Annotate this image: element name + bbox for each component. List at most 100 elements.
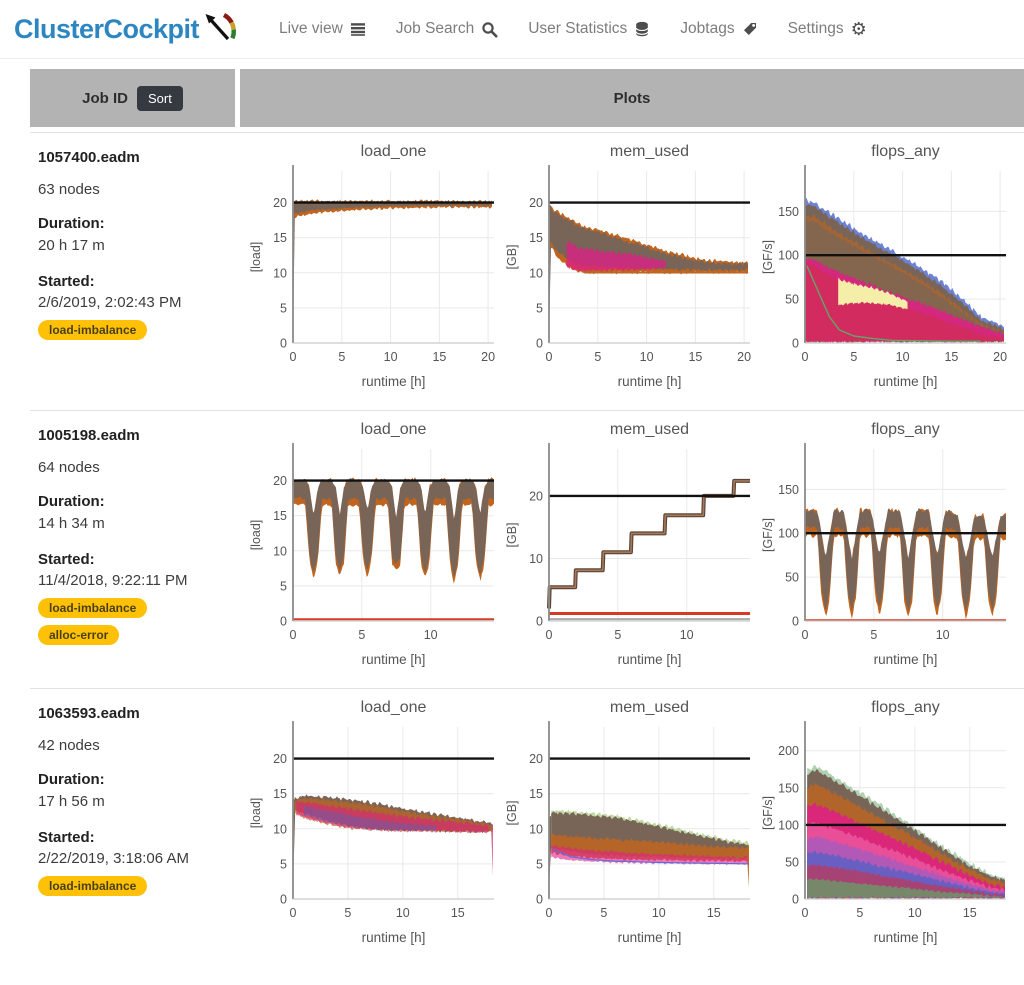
brand[interactable]: ClusterCockpit bbox=[14, 10, 239, 49]
svg-text:20: 20 bbox=[273, 752, 287, 766]
chart-mem-used[interactable]: mem_used 0 5 10 15 20 0 5 10 15 20 runtime [h] [GB] bbox=[505, 137, 757, 393]
chart-flops-any[interactable]: flops_any 0 5 10 0 50 100 150 runtime [h] [GF/s] bbox=[761, 415, 1013, 671]
job-id-header: Job ID Sort bbox=[30, 69, 235, 127]
svg-text:10: 10 bbox=[396, 906, 410, 920]
job-plots: load_one 0 5 10 15 20 0 5 10 15 20 runtime [h] [load… bbox=[249, 133, 1024, 410]
svg-text:0: 0 bbox=[546, 350, 553, 364]
nav-menu: Live view Job Search User Statistics bbox=[279, 20, 867, 38]
duration-label: Duration: bbox=[38, 771, 105, 788]
svg-text:[load]: [load] bbox=[249, 798, 263, 829]
svg-text:10: 10 bbox=[273, 822, 287, 836]
chart-mem-used[interactable]: mem_used 0 5 10 15 0 5 10 15 20 runtime [h] [GB] bbox=[505, 693, 757, 949]
svg-text:runtime [h]: runtime [h] bbox=[618, 374, 682, 389]
svg-text:[GF/s]: [GF/s] bbox=[761, 518, 775, 552]
nav-item-job-search[interactable]: Job Search bbox=[396, 20, 498, 38]
job-info: 1005198.eadm 64 nodes Duration: 14 h 34 … bbox=[30, 411, 249, 688]
svg-text:0: 0 bbox=[546, 628, 553, 642]
svg-text:10: 10 bbox=[273, 266, 287, 280]
table-header: Job ID Sort Plots bbox=[30, 69, 1024, 127]
job-row: 1057400.eadm 63 nodes Duration: 20 h 17 … bbox=[30, 132, 1024, 410]
svg-text:mem_used: mem_used bbox=[610, 421, 689, 438]
svg-text:10: 10 bbox=[424, 628, 438, 642]
svg-text:0: 0 bbox=[280, 615, 287, 629]
svg-text:10: 10 bbox=[529, 822, 543, 836]
nav-item-live-view[interactable]: Live view bbox=[279, 20, 366, 38]
svg-text:15: 15 bbox=[707, 906, 721, 920]
tag-icon bbox=[742, 21, 758, 37]
svg-text:15: 15 bbox=[688, 350, 702, 364]
svg-text:15: 15 bbox=[944, 350, 958, 364]
sort-button[interactable]: Sort bbox=[137, 85, 183, 111]
chart-mem-used[interactable]: mem_used 0 5 10 0 10 20 runtime [h] [GB] bbox=[505, 415, 757, 671]
chart-flops-any[interactable]: flops_any 0 5 10 15 0 50 100 150 200 runtime [h] [G… bbox=[761, 693, 1013, 949]
svg-text:100: 100 bbox=[778, 818, 799, 832]
job-plots: load_one 0 5 10 15 0 5 10 15 20 runtime [h] [load] … bbox=[249, 689, 1024, 966]
svg-text:runtime [h]: runtime [h] bbox=[362, 374, 426, 389]
nav-item-user-statistics[interactable]: User Statistics bbox=[528, 20, 650, 38]
svg-text:5: 5 bbox=[614, 628, 621, 642]
svg-text:0: 0 bbox=[280, 893, 287, 907]
job-tag-badge: load-imbalance bbox=[38, 598, 148, 618]
chart-load-one[interactable]: load_one 0 5 10 15 0 5 10 15 20 runtime [h] [load] bbox=[249, 693, 501, 949]
job-nodes: 42 nodes bbox=[38, 737, 100, 754]
svg-text:[GF/s]: [GF/s] bbox=[761, 240, 775, 274]
svg-text:[GB]: [GB] bbox=[505, 244, 519, 269]
chart-load-one[interactable]: load_one 0 5 10 15 20 0 5 10 15 20 runtime [h] [load… bbox=[249, 137, 501, 393]
job-row: 1005198.eadm 64 nodes Duration: 14 h 34 … bbox=[30, 410, 1024, 688]
svg-text:10: 10 bbox=[529, 266, 543, 280]
svg-text:10: 10 bbox=[680, 628, 694, 642]
svg-text:20: 20 bbox=[529, 752, 543, 766]
svg-text:15: 15 bbox=[273, 787, 287, 801]
svg-text:0: 0 bbox=[802, 628, 809, 642]
svg-text:flops_any: flops_any bbox=[871, 421, 940, 438]
started-value: 2/22/2019, 3:18:06 AM bbox=[38, 850, 189, 868]
svg-text:15: 15 bbox=[432, 350, 446, 364]
svg-text:15: 15 bbox=[963, 906, 977, 920]
svg-text:100: 100 bbox=[778, 527, 799, 541]
svg-text:15: 15 bbox=[451, 906, 465, 920]
svg-text:10: 10 bbox=[908, 906, 922, 920]
svg-text:runtime [h]: runtime [h] bbox=[618, 652, 682, 667]
nav-item-jobtags[interactable]: Jobtags bbox=[680, 20, 757, 38]
svg-text:0: 0 bbox=[792, 337, 799, 351]
job-info: 1057400.eadm 63 nodes Duration: 20 h 17 … bbox=[30, 133, 249, 410]
job-plots: load_one 0 5 10 0 5 10 15 20 runtime [h] [load] me… bbox=[249, 411, 1024, 688]
nav-label: User Statistics bbox=[528, 20, 628, 37]
svg-text:100: 100 bbox=[778, 249, 799, 263]
svg-text:runtime [h]: runtime [h] bbox=[874, 374, 938, 389]
svg-text:5: 5 bbox=[344, 906, 351, 920]
nav-item-settings[interactable]: Settings ⚙ bbox=[788, 20, 867, 38]
svg-text:runtime [h]: runtime [h] bbox=[618, 930, 682, 945]
job-tags: load-imbalance alloc-error bbox=[38, 598, 243, 645]
job-id: 1005198.eadm bbox=[38, 427, 140, 444]
svg-text:10: 10 bbox=[640, 350, 654, 364]
svg-text:5: 5 bbox=[358, 628, 365, 642]
job-info: 1063593.eadm 42 nodes Duration: 17 h 56 … bbox=[30, 689, 249, 966]
svg-text:0: 0 bbox=[290, 350, 297, 364]
svg-text:[load]: [load] bbox=[249, 520, 263, 551]
svg-text:flops_any: flops_any bbox=[871, 699, 940, 716]
svg-text:150: 150 bbox=[778, 205, 799, 219]
job-tags: load-imbalance bbox=[38, 320, 243, 340]
chart-load-one[interactable]: load_one 0 5 10 0 5 10 15 20 runtime [h] [load] bbox=[249, 415, 501, 671]
svg-text:5: 5 bbox=[536, 301, 543, 315]
duration-value: 17 h 56 m bbox=[38, 792, 105, 810]
job-nodes: 64 nodes bbox=[38, 459, 100, 476]
plots-header: Plots bbox=[240, 69, 1024, 127]
svg-text:150: 150 bbox=[778, 781, 799, 795]
svg-text:flops_any: flops_any bbox=[871, 143, 940, 160]
started-value: 2/6/2019, 2:02:43 PM bbox=[38, 294, 182, 312]
svg-text:5: 5 bbox=[280, 857, 287, 871]
svg-text:5: 5 bbox=[600, 906, 607, 920]
svg-text:mem_used: mem_used bbox=[610, 699, 689, 716]
job-nodes: 63 nodes bbox=[38, 181, 100, 198]
svg-text:5: 5 bbox=[280, 579, 287, 593]
job-id: 1063593.eadm bbox=[38, 705, 140, 722]
svg-text:5: 5 bbox=[870, 628, 877, 642]
chart-flops-any[interactable]: flops_any 0 5 10 15 20 0 50 100 150 runtime [h] [GF… bbox=[761, 137, 1013, 393]
svg-text:[GB]: [GB] bbox=[505, 800, 519, 825]
nav-label: Settings bbox=[787, 20, 844, 37]
svg-text:[load]: [load] bbox=[249, 242, 263, 273]
duration-value: 14 h 34 m bbox=[38, 514, 105, 532]
navbar: ClusterCockpit Live view Job Search bbox=[0, 0, 1024, 59]
